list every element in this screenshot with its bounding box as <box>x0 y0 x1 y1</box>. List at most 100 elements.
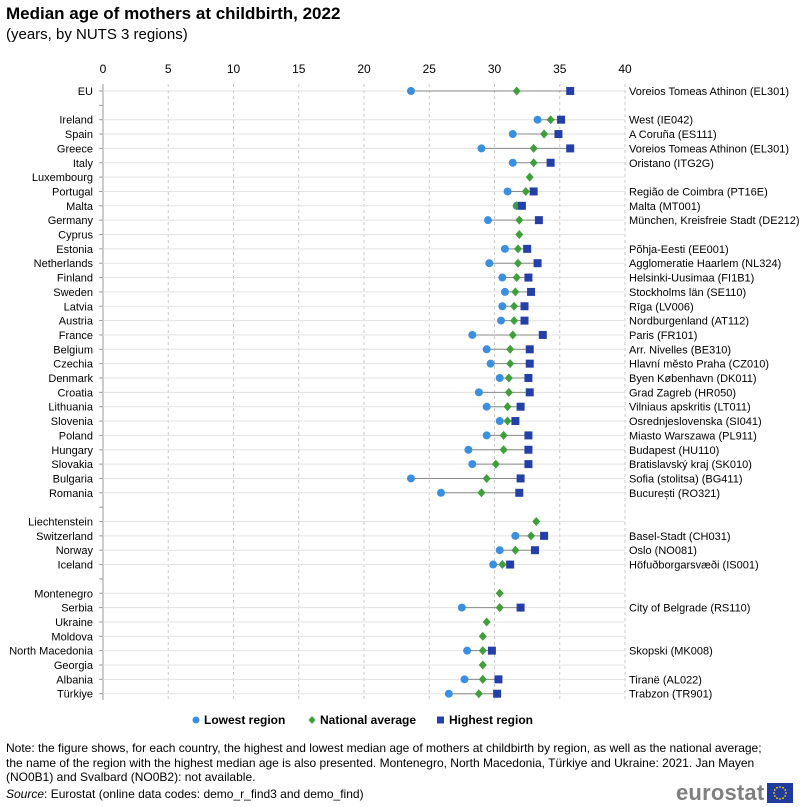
highest-region-label: Nordburgenland (AT112) <box>629 316 749 328</box>
highest-region-label: Vilniaus apskritis (LT011) <box>629 402 751 414</box>
national-average-point <box>513 258 522 268</box>
lowest-region-point <box>508 130 517 139</box>
lowest-region-point <box>500 244 509 253</box>
national-average-point <box>511 545 520 555</box>
legend-lowest-label: Lowest region <box>204 713 285 727</box>
national-average-point <box>546 115 555 125</box>
highest-region-label: Hlavní město Praha (CZ010) <box>629 359 769 371</box>
country-label: Liechtenstein <box>28 517 93 529</box>
highest-region-label: Grad Zagreb (HR050) <box>629 387 736 399</box>
x-tick-label: 10 <box>227 62 241 76</box>
source-label: Source <box>6 787 45 801</box>
national-average-point <box>512 86 521 96</box>
country-label: France <box>59 330 93 342</box>
country-label: Moldova <box>51 631 93 643</box>
country-label: Czechia <box>53 359 94 371</box>
highest-region-point <box>520 302 529 311</box>
highest-region-point <box>524 460 533 469</box>
highest-region-point <box>516 402 525 411</box>
national-average-point <box>504 387 513 397</box>
highest-region-label: Basel-Stadt (CH031) <box>629 531 731 543</box>
lowest-region-point <box>483 216 492 225</box>
country-label: Italy <box>73 158 94 170</box>
national-average-point <box>506 344 515 354</box>
flag-star <box>773 792 776 794</box>
national-average-point <box>503 402 512 412</box>
national-average-point <box>478 660 487 670</box>
national-average-point <box>511 287 520 297</box>
highest-region-point <box>493 689 502 698</box>
lowest-region-point <box>495 546 504 555</box>
country-label: Denmark <box>48 373 93 385</box>
country-label: Malta <box>66 201 94 213</box>
highest-region-point <box>524 445 533 454</box>
flag-star <box>779 786 782 788</box>
highest-region-point <box>540 531 549 540</box>
lowest-region-point <box>495 417 504 426</box>
highest-region-label: Paris (FR101) <box>629 330 697 342</box>
highest-region-label: Tiranë (AL022) <box>629 674 702 686</box>
highest-region-label: West (IE042) <box>629 115 693 127</box>
highest-region-point <box>529 187 538 196</box>
legend-national-label: National average <box>320 713 416 727</box>
highest-region-label: Sofia (stolitsa) (BG411) <box>629 473 743 485</box>
country-label: Latvia <box>64 301 94 313</box>
country-label: North Macedonia <box>9 646 94 658</box>
legend-highest-label: Highest region <box>449 713 533 727</box>
flag-star <box>776 786 779 789</box>
national-average-point <box>495 588 504 598</box>
country-label: Cyprus <box>58 230 93 242</box>
lowest-region-point <box>495 374 504 382</box>
highest-region-point <box>524 273 533 282</box>
chart-subtitle: (years, by NUTS 3 regions) <box>6 26 188 43</box>
lowest-region-point <box>498 273 507 282</box>
country-label: Netherlands <box>34 258 94 270</box>
highest-region-label: București (RO321) <box>629 488 720 500</box>
x-tick-label: 5 <box>165 62 172 76</box>
national-average-point <box>532 517 541 526</box>
highest-region-point <box>494 675 503 684</box>
highest-region-point <box>517 201 526 210</box>
country-label: Montenegro <box>34 588 93 600</box>
national-average-point <box>515 230 524 239</box>
highest-region-label: Skopski (MK008) <box>629 646 713 658</box>
national-average-point <box>512 273 521 283</box>
country-label: Luxembourg <box>32 172 93 184</box>
national-average-point <box>529 143 538 153</box>
lowest-region-point <box>406 474 415 483</box>
country-label: Lithuania <box>48 402 94 414</box>
highest-region-point <box>525 345 534 354</box>
highest-region-point <box>554 130 563 139</box>
highest-region-point <box>566 87 575 95</box>
flag-star <box>776 797 779 800</box>
national-average-point <box>513 244 522 254</box>
national-average-point <box>515 215 524 225</box>
country-label: Portugal <box>52 186 93 198</box>
national-average-point <box>525 172 534 182</box>
footnote: Note: the figure shows, for each country… <box>6 741 762 784</box>
highest-region-label: Höfuðborgarsvæði (IS001) <box>629 560 759 572</box>
highest-region-label: Miasto Warszawa (PL911) <box>629 430 757 442</box>
x-tick-label: 20 <box>357 62 371 76</box>
flag-star <box>774 789 777 791</box>
highest-region-label: Helsinki-Uusimaa (FI1B1) <box>629 273 754 285</box>
highest-region-label: Osrednjeslovenska (SI041) <box>629 416 762 428</box>
highest-region-label: Stockholms län (SE110) <box>629 287 746 299</box>
legend-highest-marker <box>437 716 444 724</box>
highest-region-point <box>516 603 525 612</box>
highest-region-point <box>530 546 539 555</box>
highest-region-label: Byen København (DK011) <box>629 373 757 385</box>
country-label: Bulgaria <box>53 473 94 485</box>
country-label: Ireland <box>59 115 93 127</box>
lowest-region-point <box>497 316 506 325</box>
lowest-region-point <box>482 345 491 354</box>
national-average-point <box>495 603 504 613</box>
x-tick-label: 25 <box>423 62 437 76</box>
lowest-region-point <box>511 531 520 540</box>
highest-region-label: Região de Coimbra (PT16E) <box>629 186 768 198</box>
highest-region-label: Bratislavský kraj (SK010) <box>629 459 752 471</box>
highest-region-point <box>523 244 532 253</box>
country-label: EU <box>78 86 93 98</box>
lowest-region-point <box>500 287 509 296</box>
highest-region-label: Voreios Tomeas Athinon (EL301) <box>629 86 789 98</box>
